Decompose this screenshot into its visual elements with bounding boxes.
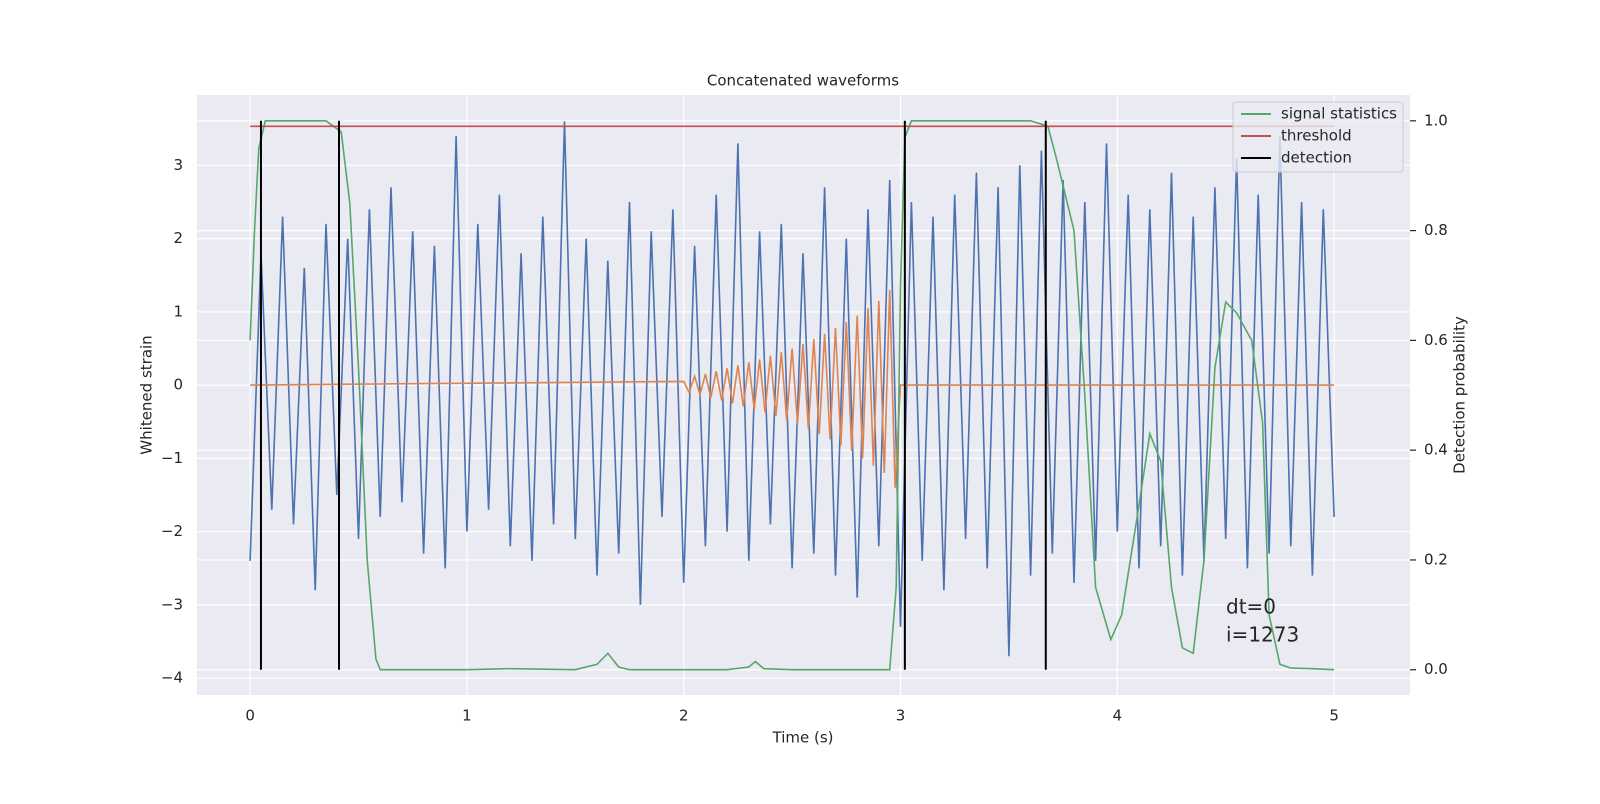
legend-box xyxy=(1232,101,1404,173)
y-tick-label: 0 xyxy=(173,376,183,394)
y2-tick-label: 0.0 xyxy=(1424,660,1448,678)
y-axis-label: Whitened strain xyxy=(138,335,156,454)
x-tick-label: 4 xyxy=(1113,707,1123,725)
x-tick-label: 0 xyxy=(245,707,255,725)
y-tick-label: −4 xyxy=(161,669,183,687)
y2-tick-label: 0.2 xyxy=(1424,550,1448,568)
y-tick-label: 1 xyxy=(173,302,183,320)
series-line xyxy=(249,121,1335,657)
x-axis-label: Time (s) xyxy=(772,729,834,747)
y2-tick-label: 0.6 xyxy=(1424,331,1448,349)
y-tick-label: 3 xyxy=(173,156,183,174)
y-tick-label: −1 xyxy=(161,449,183,467)
x-tick-label: 2 xyxy=(679,707,689,725)
y2-axis-label: Detection probability xyxy=(1451,316,1469,474)
annotation: dt=0 xyxy=(1226,595,1276,619)
plot-area xyxy=(197,95,1410,695)
x-tick-label: 1 xyxy=(462,707,472,725)
y2-tick-label: 1.0 xyxy=(1424,111,1448,129)
annotation: i=1273 xyxy=(1226,623,1299,647)
series-line xyxy=(250,289,1335,488)
y2-tick-label: 0.4 xyxy=(1424,441,1448,459)
chart-title: Concatenated waveforms xyxy=(707,72,899,90)
y-tick-label: 2 xyxy=(173,229,183,247)
legend-label: detection xyxy=(1281,149,1352,167)
y2-tick-label: 0.8 xyxy=(1424,221,1448,239)
y-tick-label: −2 xyxy=(161,522,183,540)
legend-label: threshold xyxy=(1281,127,1352,145)
legend-label: signal statistics xyxy=(1281,105,1397,123)
x-tick-label: 3 xyxy=(896,707,906,725)
y-tick-label: −3 xyxy=(161,595,183,613)
x-tick-label: 5 xyxy=(1329,707,1339,725)
